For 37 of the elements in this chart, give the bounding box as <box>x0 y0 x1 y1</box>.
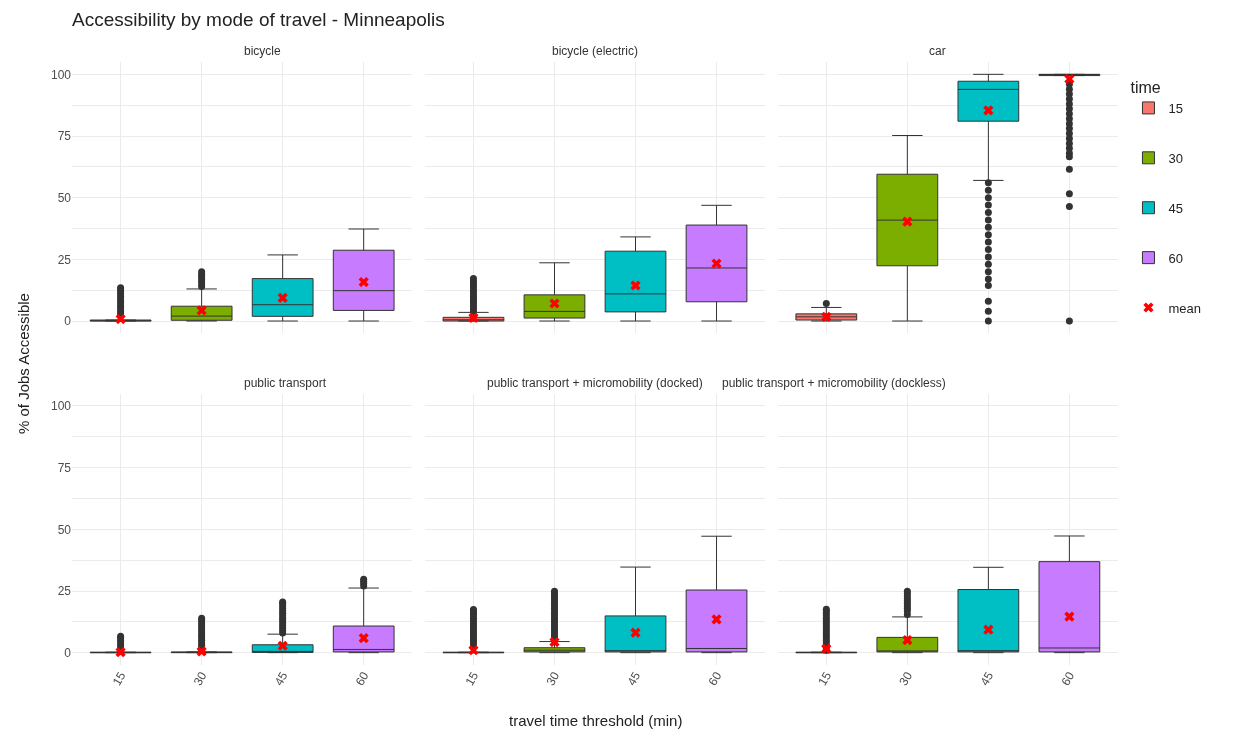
legend-label: mean <box>1168 300 1201 316</box>
chart-title: bicycle (electric) <box>552 44 639 58</box>
y-tick-label: 0 <box>64 314 72 329</box>
x-tick-label: 30 <box>896 669 916 689</box>
y-axis-title: % of Jobs Accessible <box>15 293 32 434</box>
legend-title: time <box>1130 78 1161 96</box>
y-tick-label: 100 <box>50 67 72 82</box>
x-tick-label: 30 <box>190 669 210 689</box>
y-tick-label: 100 <box>50 399 72 414</box>
chart-title: public transport + micromobility (dockless) <box>722 376 946 390</box>
y-tick-label: 75 <box>57 129 72 144</box>
y-tick-label: 75 <box>57 460 72 475</box>
x-tick-label: 45 <box>977 669 997 689</box>
x-tick-label: 15 <box>815 669 835 689</box>
y-tick-label: 50 <box>57 190 72 205</box>
chart-title: public transport <box>244 376 327 390</box>
x-tick-label: 45 <box>271 669 291 689</box>
legend-label: 45 <box>1168 200 1183 216</box>
x-tick-label: 30 <box>543 669 563 689</box>
y-tick-label: 0 <box>64 645 72 660</box>
legend-label: 30 <box>1168 150 1183 166</box>
chart-title: bicycle <box>244 44 282 58</box>
y-tick-label: 25 <box>57 252 72 267</box>
x-tick-label: 15 <box>462 669 482 689</box>
legend-label: 15 <box>1168 101 1183 116</box>
x-axis-title: travel time threshold (min) <box>509 712 683 729</box>
legend-label: 60 <box>1168 250 1183 266</box>
x-tick-label: 15 <box>109 669 129 689</box>
chart-title: public transport + micromobility (docked) <box>487 376 703 390</box>
x-tick-label: 60 <box>352 669 372 689</box>
x-tick-label: 60 <box>1058 669 1078 689</box>
x-tick-label: 45 <box>624 669 644 689</box>
y-tick-label: 25 <box>57 584 72 599</box>
x-tick-label: 60 <box>705 669 725 689</box>
chart-title: car <box>929 44 946 58</box>
y-tick-label: 50 <box>57 522 72 537</box>
text: Accessibility by mode of travel - Minneapolis <box>72 9 445 30</box>
